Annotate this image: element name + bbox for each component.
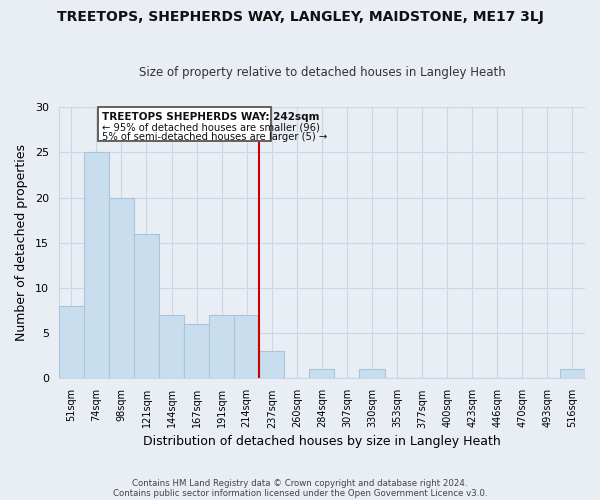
Text: ← 95% of detached houses are smaller (96): ← 95% of detached houses are smaller (96… — [102, 122, 320, 132]
Bar — [134, 234, 159, 378]
Bar — [109, 198, 134, 378]
Text: TREETOPS, SHEPHERDS WAY, LANGLEY, MAIDSTONE, ME17 3LJ: TREETOPS, SHEPHERDS WAY, LANGLEY, MAIDST… — [56, 10, 544, 24]
FancyBboxPatch shape — [98, 107, 271, 140]
Bar — [59, 306, 84, 378]
Text: TREETOPS SHEPHERDS WAY: 242sqm: TREETOPS SHEPHERDS WAY: 242sqm — [102, 112, 320, 122]
Bar — [560, 370, 585, 378]
Bar — [184, 324, 209, 378]
Bar — [234, 315, 259, 378]
Bar — [84, 152, 109, 378]
Y-axis label: Number of detached properties: Number of detached properties — [15, 144, 28, 342]
Bar — [359, 370, 385, 378]
X-axis label: Distribution of detached houses by size in Langley Heath: Distribution of detached houses by size … — [143, 434, 501, 448]
Text: Contains HM Land Registry data © Crown copyright and database right 2024.: Contains HM Land Registry data © Crown c… — [132, 478, 468, 488]
Bar — [159, 315, 184, 378]
Text: Contains public sector information licensed under the Open Government Licence v3: Contains public sector information licen… — [113, 488, 487, 498]
Text: 5% of semi-detached houses are larger (5) →: 5% of semi-detached houses are larger (5… — [102, 132, 328, 142]
Bar — [209, 315, 234, 378]
Bar — [259, 352, 284, 378]
Bar — [310, 370, 334, 378]
Title: Size of property relative to detached houses in Langley Heath: Size of property relative to detached ho… — [139, 66, 505, 80]
